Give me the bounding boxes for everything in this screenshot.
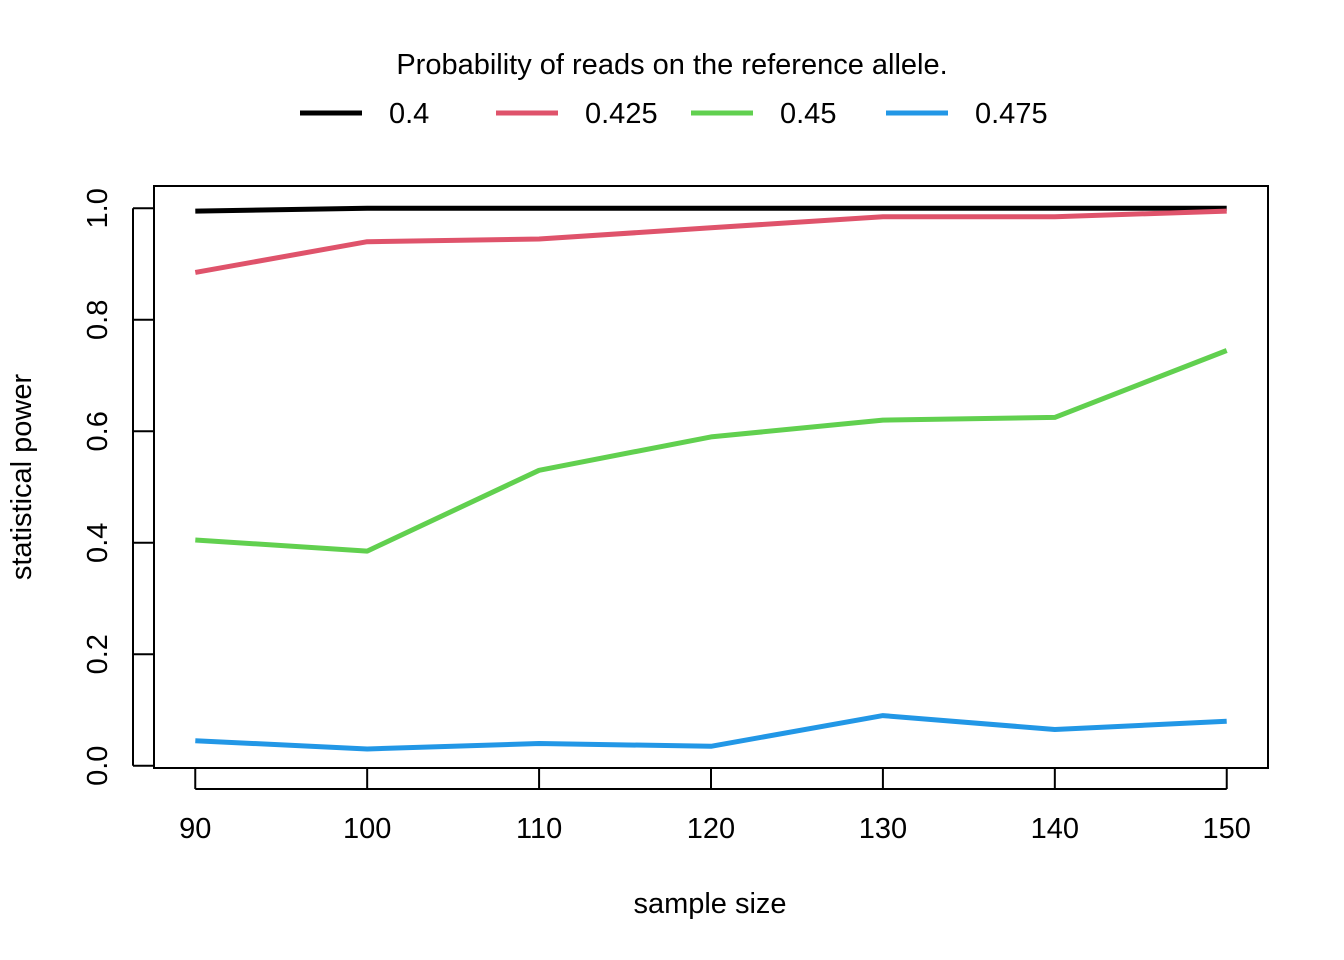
- series-line-0-4: [195, 205, 1227, 214]
- x-tick-label: 90: [179, 813, 211, 845]
- series-line-0-425: [194, 208, 1227, 275]
- x-tick-label: 100: [343, 813, 391, 845]
- legend: 0.4 0.425 0.45 0.475: [300, 98, 1048, 130]
- series-line-0-475: [195, 713, 1227, 752]
- x-axis: 90 100 110 120 130 140 150: [179, 768, 1251, 845]
- y-tick-label: 0.0: [82, 746, 114, 786]
- x-tick-label: 110: [516, 813, 562, 845]
- legend-label: 0.4: [389, 98, 429, 130]
- y-tick-label: 1.0: [82, 188, 114, 228]
- y-tick-label: 0.6: [82, 411, 114, 451]
- series-line-0-45: [195, 348, 1228, 554]
- legend-label: 0.475: [975, 98, 1048, 130]
- legend-label: 0.45: [780, 98, 836, 130]
- y-tick-label: 0.2: [82, 634, 114, 674]
- y-axis-title: statistical power: [6, 374, 38, 581]
- x-axis-title: sample size: [633, 888, 786, 920]
- plot-frame: [153, 185, 1269, 769]
- y-axis: 0.0 0.2 0.4 0.6 0.8 1.0: [82, 188, 154, 786]
- legend-label: 0.425: [585, 98, 658, 130]
- series-group: [194, 205, 1228, 752]
- x-tick-label: 140: [1031, 813, 1079, 845]
- legend-title: Probability of reads on the reference al…: [396, 49, 947, 81]
- x-tick-label: 150: [1203, 813, 1251, 845]
- x-tick-label: 130: [859, 813, 907, 845]
- x-tick-label: 120: [687, 813, 735, 845]
- y-tick-label: 0.8: [82, 300, 114, 340]
- y-tick-label: 0.4: [82, 523, 114, 563]
